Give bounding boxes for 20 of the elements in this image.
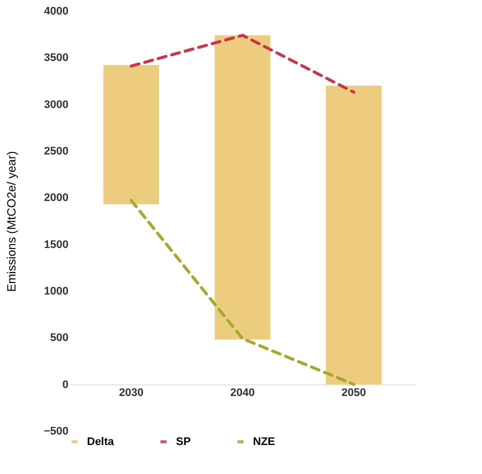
y-tick-label: −500 xyxy=(44,426,68,438)
legend-label: Delta xyxy=(87,436,115,448)
x-tick-label: 2050 xyxy=(342,386,366,399)
y-tick-label: 0 xyxy=(62,378,68,391)
y-tick-label: 1500 xyxy=(44,238,68,251)
y-tick-label: 3500 xyxy=(44,52,68,64)
y-tick-label: 500 xyxy=(50,332,68,344)
y-axis-title: Emissions (MtCO2e/ year) xyxy=(4,151,19,292)
legend-label: SP xyxy=(176,436,191,448)
legend-label: NZE xyxy=(253,436,275,448)
y-tick-label: 3000 xyxy=(44,98,68,111)
bar xyxy=(326,86,382,384)
x-tick-label: 2040 xyxy=(230,386,255,399)
y-tick-label: 1000 xyxy=(44,286,68,298)
y-tick-label: 4000 xyxy=(44,6,68,18)
bar xyxy=(103,65,160,204)
bar xyxy=(214,35,270,340)
y-tick-label: 2500 xyxy=(44,146,68,158)
x-tick-label: 2030 xyxy=(118,386,144,399)
y-tick-label: 2000 xyxy=(44,192,68,204)
